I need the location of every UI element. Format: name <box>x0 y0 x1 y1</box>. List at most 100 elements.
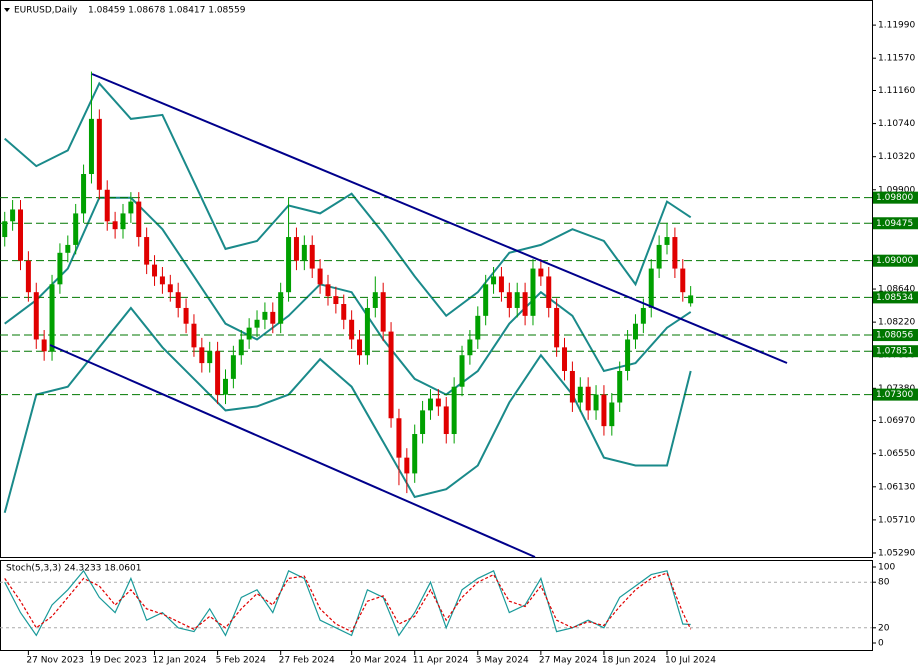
y-tick-label: 20 <box>878 623 890 633</box>
bollinger-band <box>4 81 692 318</box>
candle-body <box>601 394 607 427</box>
candle-body <box>609 402 615 427</box>
level-box <box>873 254 918 267</box>
x-tick-label: 27 May 2024 <box>539 656 598 666</box>
candle-body <box>167 284 173 293</box>
candle-body <box>640 307 646 324</box>
candle-body <box>96 118 102 190</box>
candle-body <box>49 284 55 352</box>
candle-body <box>672 237 678 269</box>
candle-body <box>593 394 599 411</box>
candle-body <box>144 237 150 265</box>
candle-body <box>522 292 528 316</box>
level-box <box>873 388 918 401</box>
candle-body <box>680 268 686 293</box>
candle-body <box>17 209 23 261</box>
candle-body <box>238 339 244 356</box>
candle-body <box>333 296 339 305</box>
stoch-line <box>4 572 692 633</box>
candle-body <box>81 174 87 214</box>
candle-body <box>317 268 323 285</box>
x-tick-label: 11 Apr 2024 <box>413 656 469 666</box>
candle-body <box>159 276 165 285</box>
candle-body <box>278 292 284 324</box>
level-label: 1.08056 <box>876 331 913 341</box>
level-label: 1.09800 <box>876 193 913 203</box>
y-tick-label: 1.06130 <box>878 482 915 492</box>
x-tick-label: 12 Jan 2024 <box>153 656 207 666</box>
candle-body <box>648 268 654 308</box>
channel-upper <box>91 73 788 364</box>
x-tick-label: 19 Dec 2023 <box>89 656 147 666</box>
candle-body <box>562 347 568 371</box>
candle-body <box>625 339 631 371</box>
x-tick-label: 3 May 2024 <box>476 656 529 666</box>
candle-body <box>120 213 126 230</box>
level-box <box>873 191 918 204</box>
candle-body <box>309 244 315 269</box>
x-tick-label: 5 Feb 2024 <box>216 656 267 666</box>
candle-body <box>459 355 465 387</box>
candle-body <box>451 386 457 435</box>
candle-body <box>293 237 299 261</box>
ohlc: 1.08459 1.08678 1.08417 1.08559 <box>88 6 246 16</box>
candle-body <box>2 221 8 238</box>
candle-body <box>506 292 512 308</box>
candle-body <box>191 323 197 348</box>
candle-body <box>420 410 426 435</box>
level-label: 1.07851 <box>876 347 913 357</box>
candle-body <box>136 201 142 238</box>
y-tick-label: 100 <box>878 563 895 573</box>
candle-body <box>104 189 110 222</box>
candle-body <box>215 351 221 395</box>
y-tick-label: 1.08640 <box>878 285 915 295</box>
candle-body <box>577 386 583 403</box>
candle-body <box>498 276 504 293</box>
candle-body <box>491 276 497 285</box>
candle-body <box>128 201 134 214</box>
candle-body <box>286 237 292 293</box>
candle-body <box>175 292 181 308</box>
candle-body <box>207 351 213 364</box>
y-tick-label: 1.06550 <box>878 449 915 459</box>
candle-body <box>65 244 71 253</box>
candle-body <box>569 370 575 403</box>
y-tick-label: 1.09900 <box>878 185 915 195</box>
level-label: 1.07300 <box>876 390 913 400</box>
candle-body <box>483 284 489 316</box>
candle-body <box>380 292 386 332</box>
x-tick-label: 27 Nov 2023 <box>26 656 84 666</box>
candle-body <box>88 118 94 175</box>
level-box <box>873 345 918 358</box>
candle-body <box>301 244 307 261</box>
candle-body <box>396 418 402 458</box>
candle-body <box>475 315 481 340</box>
candle-body <box>688 295 694 304</box>
candle-body <box>57 252 63 285</box>
x-tick-label: 18 Jun 2024 <box>602 656 656 666</box>
candle-body <box>364 307 370 356</box>
y-tick-label: 1.08220 <box>878 318 915 328</box>
candle-body <box>25 260 31 293</box>
candle-body <box>435 398 441 407</box>
candle-body <box>199 347 205 364</box>
y-tick-label: 0 <box>878 639 884 649</box>
menu-arrow <box>4 8 10 12</box>
candle-body <box>254 319 260 328</box>
candle-body <box>546 276 552 308</box>
candle-body <box>33 292 39 340</box>
candle-body <box>632 323 638 340</box>
y-tick-label: 1.10320 <box>878 152 915 162</box>
level-label: 1.09000 <box>876 256 913 266</box>
candle-body <box>412 434 418 474</box>
x-tick-label: 20 Mar 2024 <box>350 656 407 666</box>
candle-body <box>183 307 189 324</box>
candle-body <box>656 244 662 269</box>
y-tick-label: 1.11990 <box>878 21 915 31</box>
candle-body <box>341 304 347 320</box>
candle-body <box>112 221 118 230</box>
channel-lower <box>49 344 536 558</box>
x-tick-label: 27 Feb 2024 <box>279 656 335 666</box>
